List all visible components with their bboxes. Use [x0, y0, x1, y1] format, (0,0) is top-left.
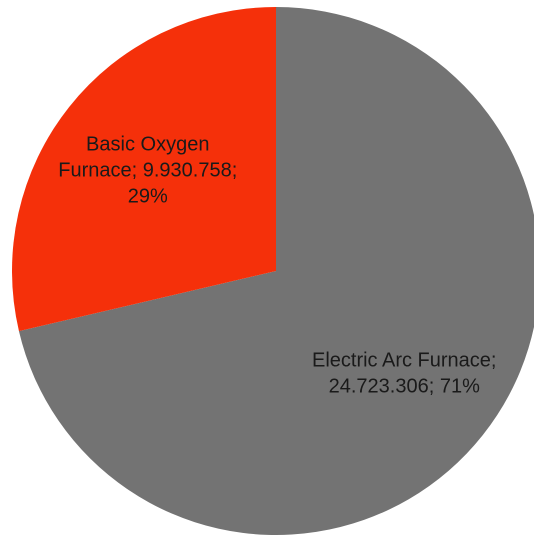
pie-label-line: Basic Oxygen [86, 133, 209, 155]
pie-slice-basic-oxygen-furnace [11, 7, 277, 332]
pie-label-line: Electric Arc Furnace; [312, 350, 497, 372]
pie-slice-electric-arc-furnace [18, 7, 534, 535]
pie-label-line: Furnace; 9.930.758; [58, 159, 237, 181]
pie-labels: Electric Arc Furnace; 24.723.306; 71% Basi… [58, 133, 496, 397]
pie-label-line: 29% [128, 185, 168, 207]
pie-label-electric-arc-furnace: Electric Arc Furnace; 24.723.306; 71% [312, 350, 497, 398]
pie-slices [11, 7, 534, 535]
pie-label-line: 24.723.306; 71% [329, 376, 480, 398]
pie-label-basic-oxygen-furnace: Basic Oxygen Furnace; 9.930.758; 29% [58, 133, 237, 207]
